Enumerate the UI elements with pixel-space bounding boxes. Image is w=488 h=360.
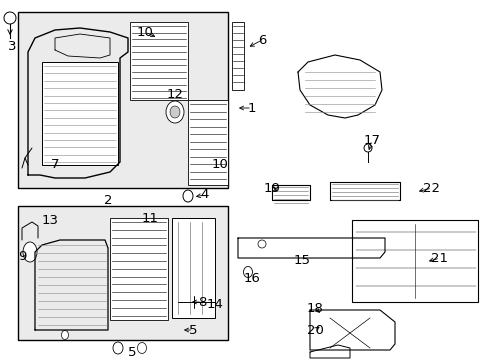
Bar [172,218,215,318]
Text: 19: 19 [263,181,280,194]
Text: 20: 20 [306,324,323,337]
Text: 7: 7 [51,158,59,171]
Text: 8: 8 [198,296,206,309]
Text: 1: 1 [247,102,256,114]
Bar [351,220,477,302]
Text: 5: 5 [127,346,136,359]
Text: 21: 21 [430,252,447,265]
Text: 16: 16 [243,271,260,284]
Bar [110,218,168,320]
Ellipse shape [243,266,252,278]
Text: 18: 18 [306,302,323,315]
Text: 14: 14 [206,298,223,311]
Text: 3: 3 [8,40,16,53]
Text: 4: 4 [201,189,209,202]
Bar [18,12,227,188]
Ellipse shape [258,240,265,248]
Ellipse shape [113,342,123,354]
Text: 11: 11 [141,211,158,225]
Text: 10: 10 [136,26,153,39]
Ellipse shape [137,342,146,354]
Ellipse shape [23,242,37,262]
Text: 22: 22 [423,181,440,194]
Bar [130,22,187,100]
Bar [42,62,118,165]
Ellipse shape [61,330,68,339]
Text: 13: 13 [41,213,59,226]
Text: 15: 15 [293,253,310,266]
Ellipse shape [183,190,193,202]
Bar [18,206,227,340]
Text: 9: 9 [18,249,26,262]
Text: 17: 17 [363,134,380,147]
Text: 6: 6 [257,33,265,46]
Text: 5: 5 [188,324,197,337]
Ellipse shape [4,12,16,24]
Bar [231,22,244,90]
Bar [187,100,227,185]
Ellipse shape [170,106,180,118]
Text: 12: 12 [166,89,183,102]
Ellipse shape [363,144,371,152]
Ellipse shape [165,101,183,123]
Text: 10: 10 [211,158,228,171]
Text: 2: 2 [103,194,112,207]
